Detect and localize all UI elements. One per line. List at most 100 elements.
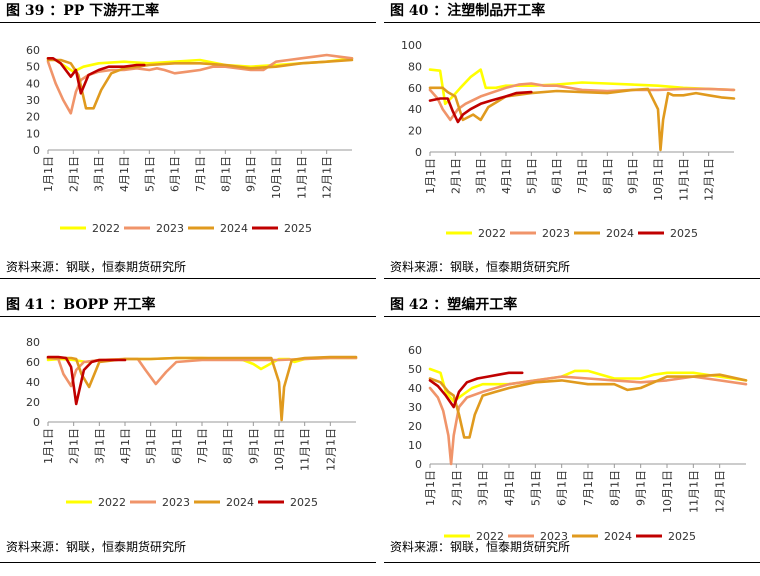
legend-label-2024: 2024 [226, 496, 254, 509]
y-tick-label: 40 [26, 77, 40, 90]
y-tick-label: 100 [401, 39, 422, 52]
legend-label-2023: 2023 [162, 496, 190, 509]
x-tick-label: 11月1日 [299, 428, 312, 471]
x-tick-label: 2月1日 [67, 156, 80, 192]
x-tick-label: 11月1日 [687, 470, 700, 513]
series-line-2023 [428, 82, 736, 122]
x-tick-label: 10月1日 [270, 156, 283, 199]
x-tick-label: 7月1日 [582, 470, 595, 506]
x-tick-label: 6月1日 [169, 156, 182, 192]
y-tick-label: 50 [408, 363, 422, 376]
legend-label-2022: 2022 [476, 530, 504, 543]
x-tick-label: 12月1日 [321, 156, 334, 199]
x-tick-label: 5月1日 [529, 470, 542, 506]
x-tick-label: 5月1日 [525, 158, 538, 194]
x-tick-label: 9月1日 [627, 158, 640, 194]
y-tick-label: 60 [26, 44, 40, 57]
x-tick-label: 6月1日 [551, 158, 564, 194]
x-tick-label: 6月1日 [556, 470, 569, 506]
legend-label-2025: 2025 [670, 227, 698, 240]
source-note: 资料来源：钢联，恒泰期货研究所 [6, 540, 187, 554]
x-tick-label: 9月1日 [635, 470, 648, 506]
x-tick-label: 10月1日 [273, 428, 286, 471]
y-tick-label: 10 [408, 439, 422, 452]
chart-title: 图 41 ：BOPP 开工率 [6, 297, 156, 313]
x-tick-label: 1月1日 [424, 158, 437, 194]
series-line-2024 [46, 355, 358, 422]
x-tick-label: 7月1日 [576, 158, 589, 194]
bottom-divider [0, 278, 376, 279]
legend-label-2024: 2024 [606, 227, 634, 240]
y-tick-label: 20 [408, 125, 422, 138]
chart-panel-woven-plastic: 图 42 ：塑编开工率 0 10 20 30 40 50 60 1月1日 2月1日 3月1日 4月1… [384, 294, 760, 576]
y-tick-label: 50 [26, 61, 40, 74]
chart-panel-bopp: 图 41 ：BOPP 开工率 0 20 40 60 80 1月1日 2月1日 3月1日 4月1日… [0, 294, 376, 576]
y-tick-label: 60 [408, 82, 422, 95]
legend-label-2025: 2025 [290, 496, 318, 509]
y-tick-label: 40 [26, 376, 40, 389]
source-note: 资料来源：钢联，恒泰期货研究所 [390, 260, 571, 274]
x-tick-label: 8月1日 [222, 428, 235, 464]
x-tick-label: 7月1日 [194, 156, 207, 192]
series-line-2024 [46, 58, 354, 110]
x-tick-label: 12月1日 [703, 158, 716, 201]
chart-title: 图 39 ：PP 下游开工率 [6, 3, 160, 19]
x-tick-label: 4月1日 [503, 470, 516, 506]
chart-title: 图 42 ：塑编开工率 [390, 297, 518, 313]
x-tick-label: 11月1日 [295, 156, 308, 199]
y-tick-label: 60 [26, 356, 40, 369]
x-tick-label: 8月1日 [601, 158, 614, 194]
series-line-2023 [428, 375, 748, 466]
chart-title: 图 40 ：注塑制品开工率 [390, 3, 546, 19]
x-tick-label: 2月1日 [450, 470, 463, 506]
source-note: 资料来源：钢联，恒泰期货研究所 [6, 260, 187, 274]
series-line-2025 [428, 90, 533, 124]
legend-label-2024: 2024 [220, 222, 248, 235]
legend-label-2024: 2024 [604, 530, 632, 543]
series-line-2024 [428, 86, 736, 152]
chart-svg: 0 20 40 60 80 1月1日 2月1日 3月1日 4月1日 5月1日 6月1日 7月1日 8月1… [26, 336, 358, 509]
y-tick-label: 40 [408, 103, 422, 116]
chart-svg: 0 20 40 60 80 100 1月1日 2月1日 3月1日 4月1日 5月1日 6月1日 7月1日… [401, 39, 736, 240]
bottom-divider [384, 278, 760, 279]
x-tick-label: 5月1日 [145, 428, 158, 464]
x-tick-label: 4月1日 [118, 156, 131, 192]
y-tick-label: 80 [26, 336, 40, 349]
y-tick-label: 30 [26, 94, 40, 107]
y-tick-label: 10 [26, 127, 40, 140]
x-tick-label: 2月1日 [68, 428, 81, 464]
x-tick-label: 9月1日 [245, 156, 258, 192]
legend-label-2025: 2025 [284, 222, 312, 235]
y-tick-label: 0 [415, 458, 422, 471]
legend-label-2023: 2023 [540, 530, 568, 543]
x-tick-label: 7月1日 [196, 428, 209, 464]
chart-panel-injection-molding: 图 40 ：注塑制品开工率 0 20 40 60 80 100 1月1日 2月1日 3月1日 4月… [384, 0, 760, 282]
x-tick-label: 1月1日 [42, 156, 55, 192]
x-tick-label: 1月1日 [424, 470, 437, 506]
legend-label-2022: 2022 [478, 227, 506, 240]
y-tick-label: 0 [415, 146, 422, 159]
chart-svg: 0 10 20 30 40 50 60 1月1日 2月1日 3月1日 4月1日 5月1日 6月1日 7月1… [408, 344, 748, 543]
series-line-2025 [46, 56, 146, 95]
x-tick-label: 5月1日 [143, 156, 156, 192]
x-tick-label: 4月1日 [119, 428, 132, 464]
title-divider [0, 22, 376, 23]
x-tick-label: 1月1日 [42, 428, 55, 464]
x-tick-label: 12月1日 [324, 428, 337, 471]
x-tick-label: 8月1日 [219, 156, 232, 192]
x-tick-label: 8月1日 [608, 470, 621, 506]
y-tick-label: 30 [408, 401, 422, 414]
y-tick-label: 20 [408, 420, 422, 433]
title-divider [384, 22, 760, 23]
x-tick-label: 10月1日 [661, 470, 674, 513]
legend-label-2023: 2023 [542, 227, 570, 240]
y-tick-label: 0 [33, 144, 40, 157]
x-tick-label: 6月1日 [170, 428, 183, 464]
series-line-2025 [428, 371, 524, 409]
x-tick-label: 12月1日 [714, 470, 727, 513]
series-line-2023 [46, 356, 358, 388]
y-tick-label: 80 [408, 60, 422, 73]
y-tick-label: 20 [26, 111, 40, 124]
bottom-divider [0, 562, 376, 563]
title-divider [0, 316, 376, 317]
